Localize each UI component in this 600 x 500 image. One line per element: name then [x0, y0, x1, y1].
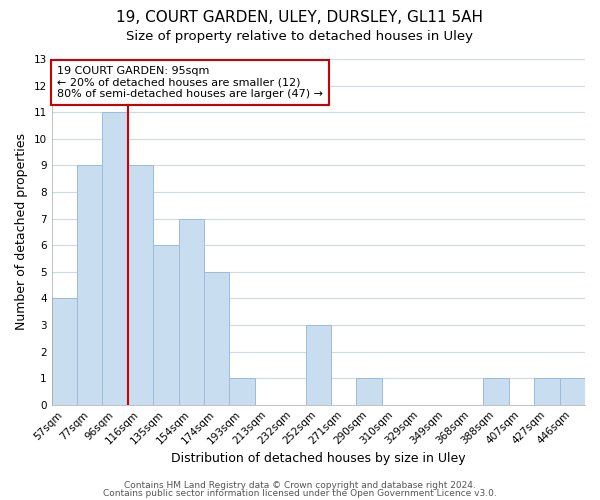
Bar — [204, 272, 229, 404]
Bar — [179, 218, 204, 404]
Bar — [153, 245, 179, 404]
Bar — [560, 378, 585, 404]
Bar — [229, 378, 255, 404]
Bar — [484, 378, 509, 404]
Text: 19 COURT GARDEN: 95sqm
← 20% of detached houses are smaller (12)
80% of semi-det: 19 COURT GARDEN: 95sqm ← 20% of detached… — [57, 66, 323, 99]
Bar — [356, 378, 382, 404]
Text: Contains public sector information licensed under the Open Government Licence v3: Contains public sector information licen… — [103, 488, 497, 498]
Text: 19, COURT GARDEN, ULEY, DURSLEY, GL11 5AH: 19, COURT GARDEN, ULEY, DURSLEY, GL11 5A… — [116, 10, 484, 25]
Bar — [534, 378, 560, 404]
Bar — [128, 166, 153, 404]
X-axis label: Distribution of detached houses by size in Uley: Distribution of detached houses by size … — [171, 452, 466, 465]
Bar — [305, 325, 331, 404]
Bar — [52, 298, 77, 405]
Text: Size of property relative to detached houses in Uley: Size of property relative to detached ho… — [127, 30, 473, 43]
Bar — [77, 166, 103, 404]
Y-axis label: Number of detached properties: Number of detached properties — [15, 134, 28, 330]
Text: Contains HM Land Registry data © Crown copyright and database right 2024.: Contains HM Land Registry data © Crown c… — [124, 481, 476, 490]
Bar — [103, 112, 128, 405]
